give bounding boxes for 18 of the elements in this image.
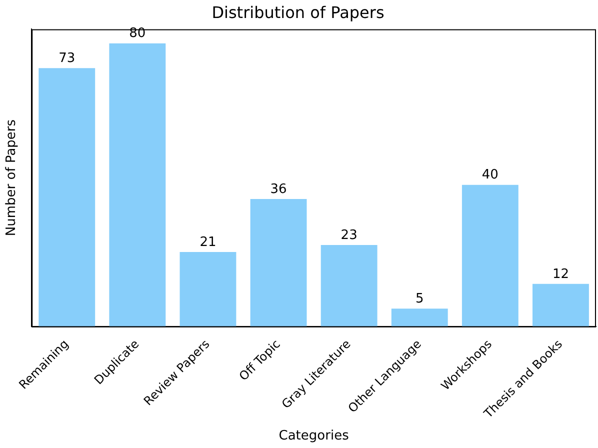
bar <box>391 308 448 326</box>
y-axis-title: Number of Papers <box>4 119 20 236</box>
bar <box>462 184 518 326</box>
bar <box>38 68 96 326</box>
bar <box>532 284 589 326</box>
bar <box>250 198 307 326</box>
data-label: 12 <box>552 266 569 282</box>
bar <box>320 244 378 326</box>
data-label: 23 <box>340 228 358 243</box>
bar <box>180 252 236 326</box>
chart-title: Distribution of Papers <box>212 2 384 22</box>
x-axis-title: Categories <box>278 428 350 444</box>
data-label: 36 <box>270 182 287 197</box>
data-label: 40 <box>482 168 498 183</box>
data-label: 5 <box>415 292 424 307</box>
data-label: 73 <box>58 50 76 66</box>
bar <box>109 43 166 326</box>
data-label: 21 <box>200 234 216 250</box>
